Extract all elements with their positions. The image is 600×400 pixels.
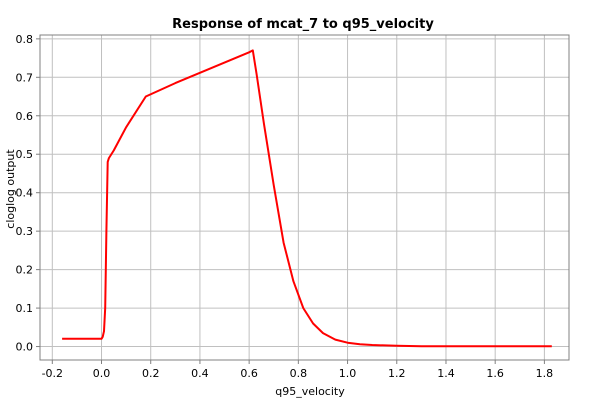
y-tick-label: 0.4 [16, 187, 34, 200]
x-axis-label: q95_velocity [275, 385, 345, 398]
y-tick-label: 0.6 [16, 110, 34, 123]
x-tick-label: 1.2 [388, 367, 406, 380]
x-tick-label: 1.6 [486, 367, 504, 380]
x-tick-label: 0.0 [93, 367, 111, 380]
y-tick-label: 0.0 [16, 341, 34, 354]
response-curve-line [62, 49, 552, 348]
x-tick-label: 0.8 [290, 367, 308, 380]
y-tick-label: 0.8 [16, 33, 34, 46]
x-tick-label: 1.4 [437, 367, 455, 380]
series-layer [62, 49, 552, 348]
y-tick-label: 0.7 [16, 71, 34, 84]
x-tick-label: 0.4 [191, 367, 209, 380]
x-tick-label: 0.6 [240, 367, 258, 380]
axis-ticks: -0.2 0.0 0.2 0.4 0.6 0.8 1.0 1.2 1.4 1.6 1.8 0.0 0.1… [16, 33, 554, 380]
y-tick-label: 0.5 [16, 148, 34, 161]
y-tick-label: 0.2 [16, 264, 34, 277]
plot-frame [39, 34, 570, 361]
y-axis-label: cloglog output [4, 149, 17, 229]
x-tick-label: 1.8 [536, 367, 554, 380]
x-tick-label: 0.2 [142, 367, 160, 380]
x-tick-label: 1.0 [339, 367, 357, 380]
y-tick-label: 0.3 [16, 225, 34, 238]
chart-title: Response of mcat_7 to q95_velocity [172, 17, 434, 32]
y-tick-label: 0.1 [16, 302, 34, 315]
x-tick-label: -0.2 [42, 367, 63, 380]
